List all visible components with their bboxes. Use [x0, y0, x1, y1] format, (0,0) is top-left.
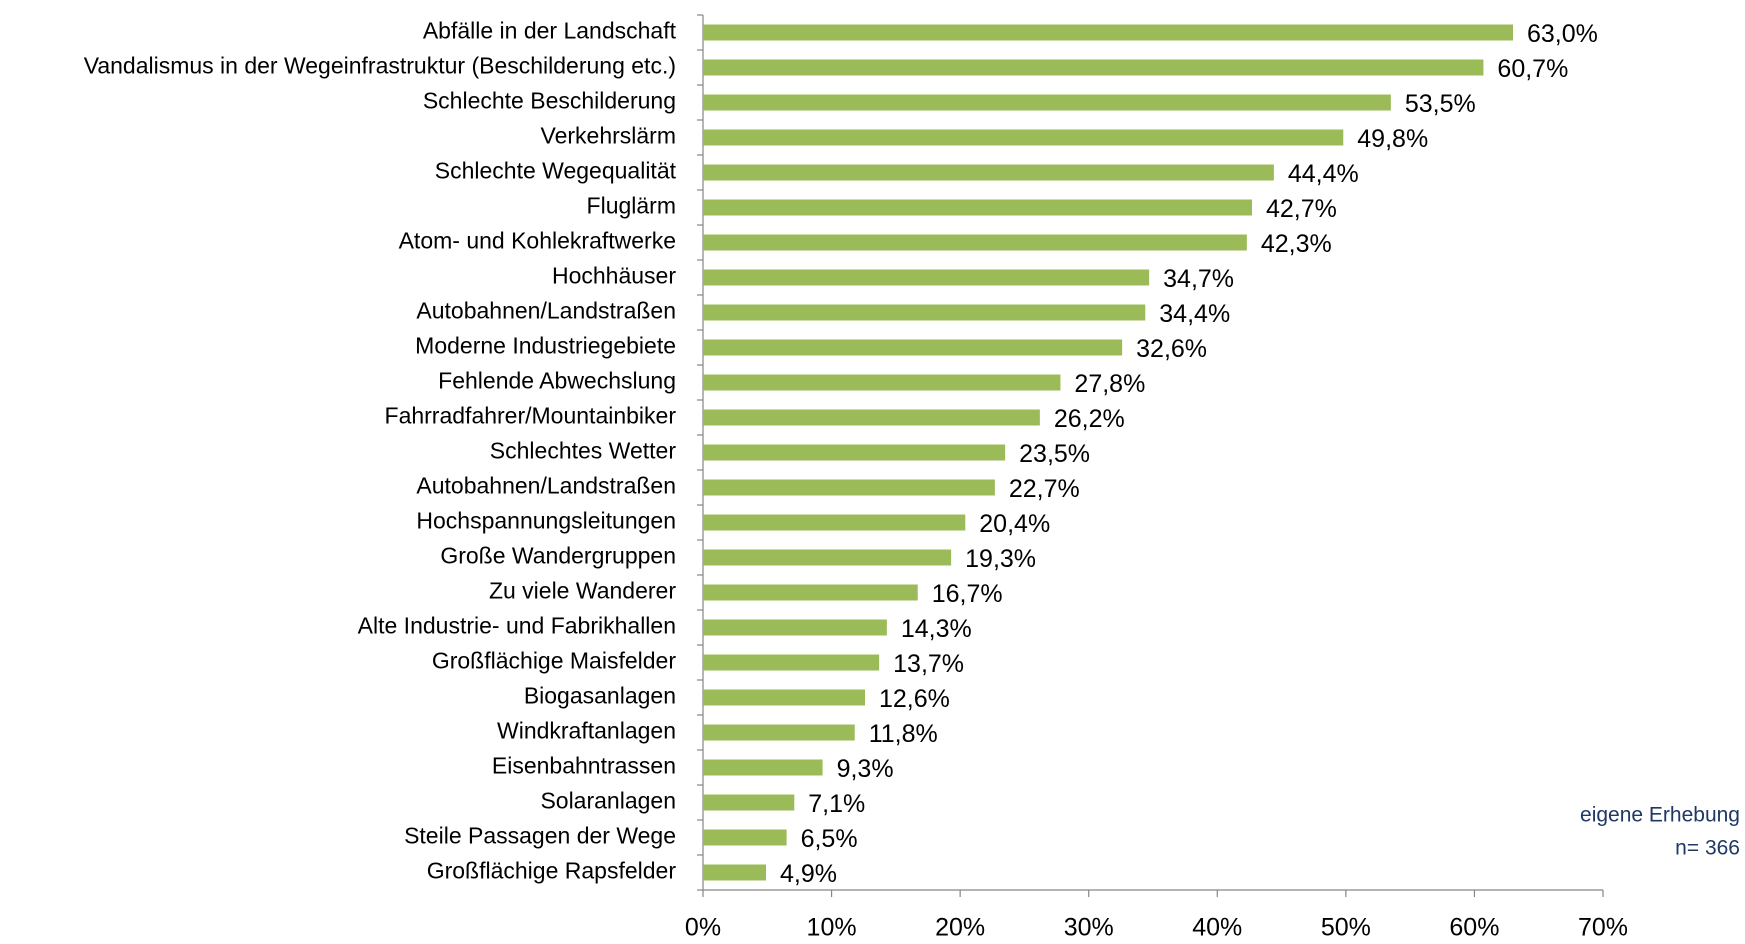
- value-label: 32,6%: [1136, 335, 1207, 363]
- bar: [703, 759, 823, 776]
- y-tick-label: Steile Passagen der Wege: [404, 823, 676, 849]
- y-tick-label: Verkehrslärm: [541, 123, 676, 149]
- bar: [703, 94, 1391, 111]
- x-tick-label: 40%: [1192, 914, 1242, 942]
- bar: [703, 864, 766, 881]
- bar: [703, 304, 1146, 321]
- value-label: 26,2%: [1054, 405, 1125, 433]
- annotation: n= 366: [1675, 837, 1740, 860]
- bar: [703, 549, 952, 566]
- y-tick-label: Alte Industrie- und Fabrikhallen: [358, 613, 676, 639]
- y-tick-label: Atom- und Kohlekraftwerke: [399, 228, 676, 254]
- value-label: 13,7%: [893, 650, 964, 678]
- bar: [703, 129, 1344, 146]
- bar: [703, 374, 1061, 391]
- bar: [703, 409, 1040, 426]
- value-label: 53,5%: [1405, 90, 1476, 118]
- value-label: 42,3%: [1261, 230, 1332, 258]
- bar: [703, 619, 887, 636]
- bar: [703, 689, 865, 706]
- value-label: 16,7%: [932, 580, 1003, 608]
- bar: [703, 584, 918, 601]
- bar: [703, 444, 1006, 461]
- y-tick-label: Große Wandergruppen: [440, 543, 676, 569]
- bar: [703, 199, 1252, 216]
- y-tick-label: Autobahnen/Landstraßen: [416, 298, 676, 324]
- y-tick-label: Hochspannungsleitungen: [416, 508, 676, 534]
- x-tick-label: 60%: [1449, 914, 1499, 942]
- bar: [703, 724, 855, 741]
- y-tick-label: Eisenbahntrassen: [492, 753, 676, 779]
- bar: [703, 514, 966, 531]
- value-label: 12,6%: [879, 685, 950, 713]
- value-label: 11,8%: [869, 720, 938, 748]
- bar: [703, 164, 1274, 181]
- y-tick-label: Großflächige Rapsfelder: [427, 858, 677, 884]
- y-tick-label: Fahrradfahrer/Mountainbiker: [385, 403, 677, 429]
- bar: [703, 339, 1123, 356]
- y-tick-label: Vandalismus in der Wegeinfrastruktur (Be…: [84, 53, 676, 79]
- value-label: 4,9%: [780, 860, 837, 888]
- value-label: 20,4%: [979, 510, 1050, 538]
- bar: [703, 24, 1513, 41]
- bar: [703, 654, 880, 671]
- y-tick-label: Windkraftanlagen: [497, 718, 676, 744]
- y-tick-label: Schlechte Beschilderung: [423, 88, 676, 114]
- value-label: 44,4%: [1288, 160, 1359, 188]
- value-label: 6,5%: [801, 825, 858, 853]
- y-tick-label: Solaranlagen: [540, 788, 676, 814]
- value-label: 34,7%: [1163, 265, 1234, 293]
- value-label: 7,1%: [808, 790, 865, 818]
- bar: [703, 479, 995, 496]
- y-tick-label: Großflächige Maisfelder: [432, 648, 676, 674]
- y-tick-label: Schlechte Wegequalität: [435, 158, 677, 184]
- bar: [703, 829, 787, 846]
- value-label: 22,7%: [1009, 475, 1080, 503]
- value-label: 27,8%: [1074, 370, 1145, 398]
- value-label: 19,3%: [965, 545, 1036, 573]
- y-tick-label: Biogasanlagen: [524, 683, 676, 709]
- x-tick-label: 50%: [1321, 914, 1371, 942]
- value-label: 23,5%: [1019, 440, 1090, 468]
- x-tick-label: 20%: [935, 914, 985, 942]
- y-tick-label: Zu viele Wanderer: [489, 578, 676, 604]
- y-tick-label: Schlechtes Wetter: [490, 438, 677, 464]
- value-label: 9,3%: [837, 755, 894, 783]
- bar: [703, 59, 1484, 76]
- value-label: 49,8%: [1357, 125, 1428, 153]
- annotation: eigene Erhebung: [1580, 804, 1740, 827]
- x-tick-label: 0%: [685, 914, 721, 942]
- y-tick-label: Abfälle in der Landschaft: [423, 18, 677, 44]
- x-tick-label: 10%: [807, 914, 857, 942]
- value-label: 14,3%: [901, 615, 972, 643]
- y-tick-label: Fehlende Abwechslung: [438, 368, 676, 394]
- value-label: 63,0%: [1527, 20, 1598, 48]
- bar: [703, 794, 795, 811]
- x-tick-label: 70%: [1578, 914, 1628, 942]
- y-tick-label: Moderne Industriegebiete: [415, 333, 676, 359]
- bar: [703, 269, 1150, 286]
- value-label: 42,7%: [1266, 195, 1337, 223]
- x-tick-label: 30%: [1064, 914, 1114, 942]
- y-tick-label: Autobahnen/Landstraßen: [416, 473, 676, 499]
- y-tick-label: Hochhäuser: [552, 263, 676, 289]
- bar: [703, 234, 1247, 251]
- value-label: 34,4%: [1159, 300, 1230, 328]
- value-label: 60,7%: [1497, 55, 1568, 83]
- y-tick-label: Fluglärm: [587, 193, 676, 219]
